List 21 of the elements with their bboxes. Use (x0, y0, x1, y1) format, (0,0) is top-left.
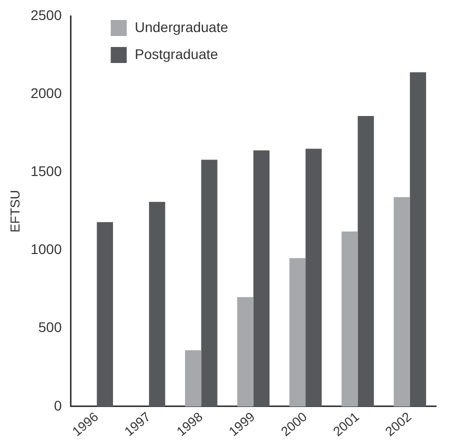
y-axis-title: EFTSU (7, 190, 22, 233)
bar (358, 116, 374, 406)
bar (185, 350, 202, 406)
bar (201, 160, 218, 406)
bar (342, 232, 358, 406)
bar (394, 197, 410, 406)
y-tick-label: 500 (38, 319, 62, 336)
y-tick-label: 1000 (30, 241, 62, 258)
bar (253, 150, 270, 406)
bar (149, 202, 166, 406)
bar (410, 72, 426, 406)
legend-label: Undergraduate (134, 18, 228, 35)
bar (289, 258, 306, 406)
bar (96, 222, 114, 406)
bar (237, 297, 254, 406)
legend-label: Postgraduate (134, 46, 218, 62)
bar (306, 148, 322, 406)
y-tick-label: 2000 (30, 84, 62, 101)
y-tick-label: 2500 (30, 6, 62, 23)
y-tick-label: 0 (54, 397, 62, 414)
y-tick-label: 1500 (30, 163, 62, 180)
